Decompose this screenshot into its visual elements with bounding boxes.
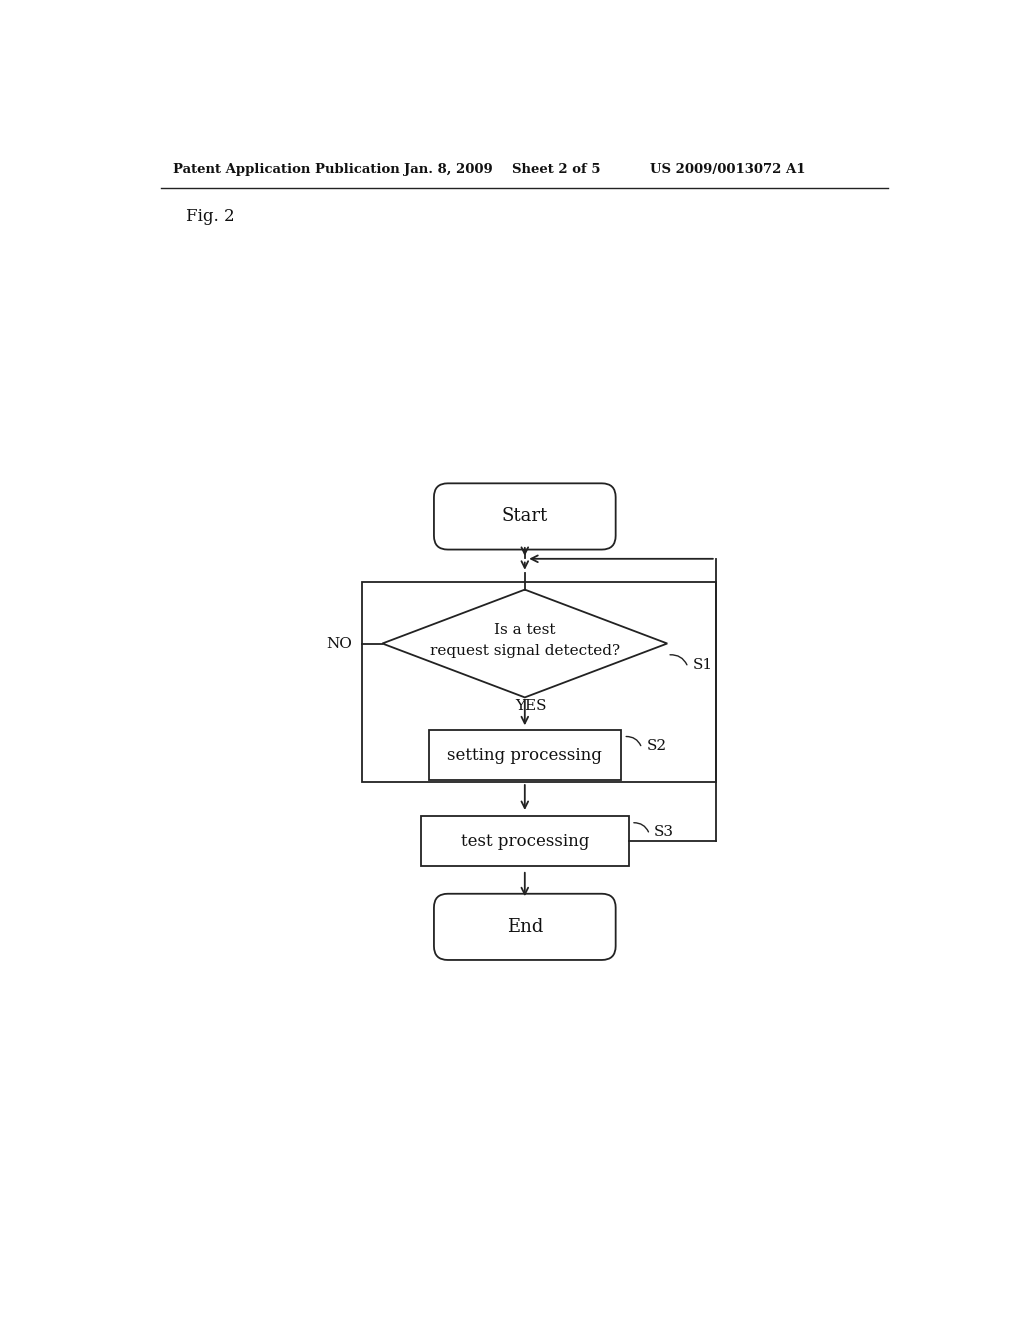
FancyBboxPatch shape [434, 483, 615, 549]
Text: YES: YES [515, 700, 547, 713]
FancyBboxPatch shape [434, 894, 615, 960]
Text: Fig. 2: Fig. 2 [186, 207, 234, 224]
Polygon shape [382, 590, 668, 697]
Text: S3: S3 [654, 825, 674, 840]
Bar [421, 816, 629, 866]
Text: End: End [507, 917, 543, 936]
Text: S1: S1 [692, 657, 713, 672]
Text: test processing: test processing [461, 833, 589, 850]
Text: setting processing: setting processing [447, 747, 602, 764]
Text: US 2009/0013072 A1: US 2009/0013072 A1 [650, 164, 806, 177]
Text: request signal detected?: request signal detected? [430, 644, 620, 659]
Text: Patent Application Publication: Patent Application Publication [173, 164, 399, 177]
Text: S2: S2 [646, 739, 667, 752]
Bar [429, 730, 621, 780]
Bar [361, 582, 716, 781]
Text: Is a test: Is a test [494, 623, 556, 636]
Text: Start: Start [502, 507, 548, 525]
Text: Jan. 8, 2009: Jan. 8, 2009 [403, 164, 493, 177]
Text: NO: NO [327, 636, 352, 651]
Text: Sheet 2 of 5: Sheet 2 of 5 [512, 164, 600, 177]
